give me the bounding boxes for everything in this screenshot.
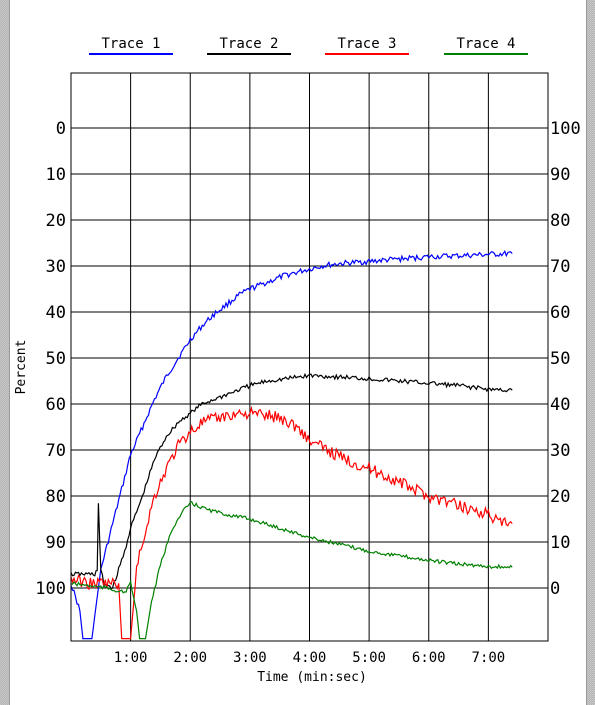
series-lines bbox=[71, 250, 513, 640]
left-tick-label: 10 bbox=[46, 165, 66, 185]
legend-item: Trace 2 bbox=[207, 36, 291, 55]
x-axis: 1:00 2:00 3:00 4:00 5:00 6:00 7:00 bbox=[114, 650, 505, 666]
legend-label: Trace 2 bbox=[219, 36, 278, 52]
legend-item: Trace 3 bbox=[325, 36, 409, 55]
right-tick-label: 60 bbox=[550, 303, 570, 323]
legend-item: Trace 1 bbox=[89, 36, 173, 55]
y-axis-label: Percent bbox=[14, 340, 29, 395]
series-line-1 bbox=[71, 250, 513, 640]
right-tick-label: 20 bbox=[550, 487, 570, 507]
series-line-4 bbox=[71, 500, 513, 640]
legend-label: Trace 1 bbox=[101, 36, 160, 52]
right-tick-label: 100 bbox=[550, 119, 581, 139]
left-axis: 0 10 20 30 40 50 60 70 80 90 100 bbox=[35, 119, 66, 599]
series-line-3 bbox=[71, 405, 513, 640]
legend-item: Trace 4 bbox=[444, 36, 528, 55]
chart-panel: 0 10 20 30 40 50 60 70 80 90 100 100 90 80 70 60 50 40 30… bbox=[9, 0, 587, 705]
x-tick-label: 1:00 bbox=[114, 650, 148, 666]
right-tick-label: 90 bbox=[550, 165, 570, 185]
right-tick-label: 0 bbox=[550, 579, 560, 599]
left-tick-label: 90 bbox=[46, 533, 66, 553]
legend-label: Trace 3 bbox=[337, 36, 396, 52]
x-tick-label: 2:00 bbox=[173, 650, 207, 666]
series-line-2 bbox=[71, 372, 513, 591]
left-tick-label: 100 bbox=[35, 579, 66, 599]
left-tick-label: 50 bbox=[46, 349, 66, 369]
right-tick-label: 30 bbox=[550, 441, 570, 461]
x-tick-label: 7:00 bbox=[472, 650, 506, 666]
left-tick-label: 60 bbox=[46, 395, 66, 415]
left-tick-label: 70 bbox=[46, 441, 66, 461]
left-tick-label: 40 bbox=[46, 303, 66, 323]
right-tick-label: 70 bbox=[550, 257, 570, 277]
plot-border bbox=[70, 72, 549, 642]
right-tick-label: 50 bbox=[550, 349, 570, 369]
left-tick-label: 20 bbox=[46, 211, 66, 231]
x-tick-label: 4:00 bbox=[293, 650, 327, 666]
left-tick-label: 0 bbox=[56, 119, 66, 139]
right-tick-label: 40 bbox=[550, 395, 570, 415]
left-tick-label: 80 bbox=[46, 487, 66, 507]
x-axis-label: Time (min:sec) bbox=[257, 670, 367, 685]
plot-frame bbox=[70, 72, 549, 642]
x-tick-label: 3:00 bbox=[233, 650, 267, 666]
x-tick-label: 6:00 bbox=[412, 650, 446, 666]
legend-label: Trace 4 bbox=[456, 36, 515, 52]
right-tick-label: 10 bbox=[550, 533, 570, 553]
right-tick-label: 80 bbox=[550, 211, 570, 231]
x-tick-label: 5:00 bbox=[352, 650, 386, 666]
grid bbox=[71, 73, 548, 641]
legend: Trace 1 Trace 2 Trace 3 Trace 4 bbox=[89, 36, 528, 55]
left-tick-label: 30 bbox=[46, 257, 66, 277]
